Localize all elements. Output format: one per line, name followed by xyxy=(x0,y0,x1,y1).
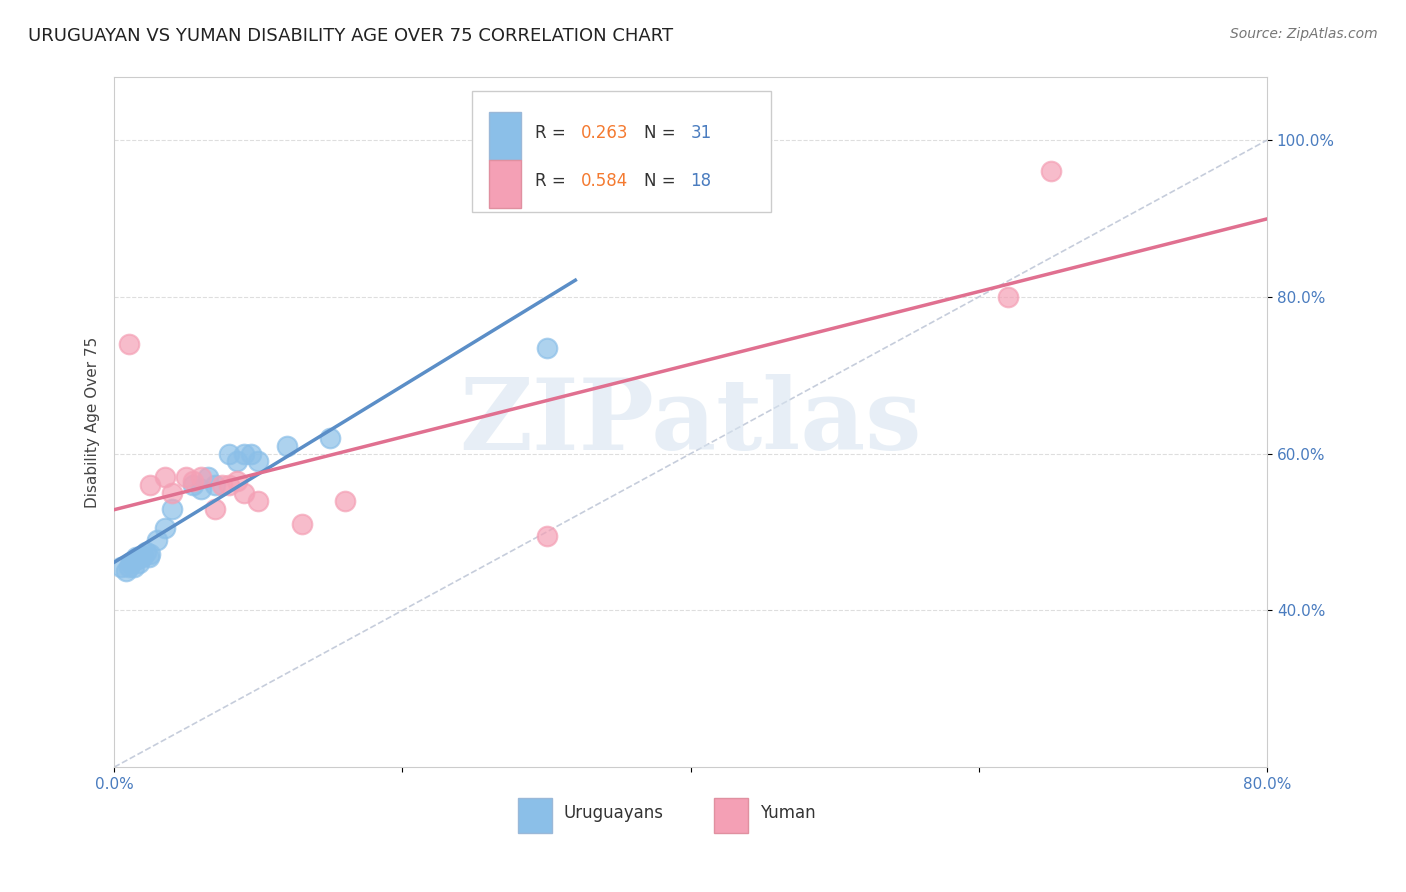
Point xyxy=(121,555,143,569)
Text: ZIPatlas: ZIPatlas xyxy=(460,374,922,471)
Point xyxy=(190,482,212,496)
Point xyxy=(127,552,149,566)
Point xyxy=(114,564,136,578)
Point xyxy=(121,557,143,571)
Bar xyxy=(489,161,522,209)
Point xyxy=(225,474,247,488)
Point xyxy=(139,547,162,561)
Point xyxy=(139,478,162,492)
Point xyxy=(997,290,1019,304)
Text: N =: N = xyxy=(644,172,682,190)
Text: Source: ZipAtlas.com: Source: ZipAtlas.com xyxy=(1230,27,1378,41)
Point xyxy=(204,478,226,492)
Point xyxy=(117,337,139,351)
Point xyxy=(132,549,155,563)
Point xyxy=(1039,164,1062,178)
Point xyxy=(183,478,205,492)
Point xyxy=(125,550,148,565)
Point xyxy=(146,533,169,547)
Point xyxy=(211,478,233,492)
Point xyxy=(131,549,153,563)
Text: 18: 18 xyxy=(690,172,711,190)
Point xyxy=(117,560,139,574)
Point xyxy=(135,544,157,558)
FancyBboxPatch shape xyxy=(471,91,772,212)
Bar xyxy=(714,798,748,832)
Point xyxy=(110,560,132,574)
Point xyxy=(225,454,247,468)
Point xyxy=(333,493,356,508)
Point xyxy=(290,517,312,532)
Y-axis label: Disability Age Over 75: Disability Age Over 75 xyxy=(86,336,100,508)
Point xyxy=(153,470,176,484)
Point xyxy=(174,470,197,484)
Point xyxy=(183,474,205,488)
Text: N =: N = xyxy=(644,124,682,142)
Point xyxy=(247,493,270,508)
Point xyxy=(160,486,183,500)
Point xyxy=(138,550,160,565)
Bar xyxy=(489,112,522,161)
Point xyxy=(204,501,226,516)
Point xyxy=(218,447,240,461)
Point xyxy=(218,478,240,492)
Point xyxy=(160,501,183,516)
Point xyxy=(240,447,263,461)
Bar xyxy=(517,798,553,832)
Text: 0.584: 0.584 xyxy=(581,172,628,190)
Point xyxy=(129,550,152,565)
Point xyxy=(319,431,342,445)
Point xyxy=(128,557,150,571)
Text: Yuman: Yuman xyxy=(759,805,815,822)
Text: R =: R = xyxy=(534,172,571,190)
Point xyxy=(125,552,148,566)
Text: URUGUAYAN VS YUMAN DISABILITY AGE OVER 75 CORRELATION CHART: URUGUAYAN VS YUMAN DISABILITY AGE OVER 7… xyxy=(28,27,673,45)
Text: Uruguayans: Uruguayans xyxy=(564,805,664,822)
Text: 0.263: 0.263 xyxy=(581,124,628,142)
Point xyxy=(276,439,298,453)
Point xyxy=(153,521,176,535)
Point xyxy=(190,470,212,484)
Text: R =: R = xyxy=(534,124,571,142)
Point xyxy=(197,470,219,484)
Point xyxy=(536,529,558,543)
Text: 31: 31 xyxy=(690,124,711,142)
Point xyxy=(232,447,254,461)
Point xyxy=(247,454,270,468)
Point xyxy=(124,560,146,574)
Point xyxy=(232,486,254,500)
Point xyxy=(536,341,558,355)
